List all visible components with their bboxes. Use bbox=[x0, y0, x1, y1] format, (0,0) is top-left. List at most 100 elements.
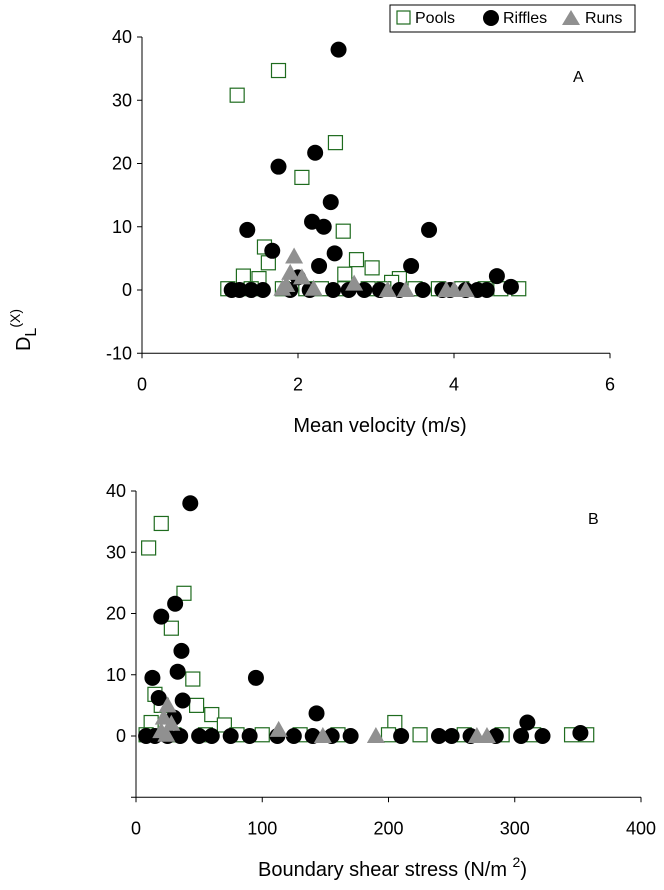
point-pools bbox=[348, 252, 365, 268]
point-riffles bbox=[191, 728, 208, 744]
point-riffles bbox=[173, 642, 190, 659]
legend: Pools Riffles Runs bbox=[389, 4, 636, 33]
y-axis-label-sub: L bbox=[23, 328, 40, 337]
y-tick-label: 30 bbox=[106, 542, 126, 562]
y-tick-label: 20 bbox=[112, 154, 132, 174]
point-riffles bbox=[174, 692, 191, 709]
point-riffles bbox=[247, 669, 264, 686]
point-runs bbox=[396, 281, 415, 297]
x-tick-label: 200 bbox=[373, 818, 403, 838]
point-riffles bbox=[431, 728, 447, 744]
point-riffles bbox=[167, 595, 184, 612]
x-tick-label: 300 bbox=[500, 818, 530, 838]
point-pools bbox=[335, 223, 351, 239]
point-riffles bbox=[443, 728, 460, 744]
point-pools bbox=[294, 169, 310, 186]
point-riffles bbox=[182, 495, 199, 512]
point-pools bbox=[327, 135, 344, 151]
point-riffles bbox=[393, 728, 410, 744]
point-runs bbox=[456, 281, 475, 297]
x-axis-label: Boundary shear stress (N/m 2) bbox=[258, 854, 527, 881]
point-runs bbox=[157, 725, 176, 742]
point-riffles bbox=[172, 728, 189, 744]
point-riffles bbox=[488, 268, 505, 285]
y-axis-label-sup: (X) bbox=[7, 309, 23, 328]
y-axis-label-main: D bbox=[13, 337, 35, 351]
y-tick-label: 0 bbox=[116, 726, 126, 746]
y-axis-label: DL(X) bbox=[7, 309, 40, 351]
point-riffles bbox=[222, 728, 239, 744]
point-riffles bbox=[285, 728, 302, 744]
point-riffles bbox=[231, 282, 248, 298]
point-riffles bbox=[311, 257, 328, 274]
x-axis-label-close: ) bbox=[520, 859, 527, 881]
y-tick-label: 40 bbox=[106, 481, 126, 501]
legend-marker-runs bbox=[562, 10, 580, 25]
x-axis-label-main: Boundary shear stress (N/m bbox=[258, 859, 513, 881]
point-runs bbox=[378, 281, 397, 297]
point-runs bbox=[304, 279, 323, 296]
point-runs bbox=[285, 247, 304, 264]
point-runs bbox=[313, 727, 332, 743]
panel-label: B bbox=[588, 511, 599, 528]
point-riffles bbox=[254, 282, 271, 298]
point-pools bbox=[163, 620, 179, 636]
x-axis-label: Mean velocity (m/s) bbox=[293, 415, 466, 437]
point-runs bbox=[345, 274, 364, 291]
point-riffles bbox=[169, 663, 186, 680]
point-runs bbox=[162, 714, 181, 731]
point-riffles bbox=[572, 724, 589, 741]
point-riffles bbox=[239, 221, 256, 238]
point-riffles bbox=[534, 728, 551, 744]
point-riffles bbox=[519, 714, 536, 731]
point-pools bbox=[229, 87, 245, 103]
legend-label-riffles: Riffles bbox=[503, 10, 547, 27]
point-riffles bbox=[307, 144, 324, 161]
legend-marker-pools bbox=[396, 10, 411, 25]
point-pools bbox=[270, 62, 287, 79]
x-tick-label: 0 bbox=[137, 374, 147, 394]
point-riffles bbox=[414, 282, 431, 298]
point-pools bbox=[141, 540, 157, 556]
point-pools bbox=[235, 268, 251, 284]
point-runs bbox=[292, 268, 311, 285]
x-axis-label-sup: 2 bbox=[513, 854, 521, 870]
point-riffles bbox=[264, 242, 281, 259]
point-riffles bbox=[243, 282, 260, 298]
point-pools bbox=[364, 260, 380, 276]
x-tick-label: 100 bbox=[247, 818, 277, 838]
point-riffles bbox=[308, 705, 325, 722]
point-riffles bbox=[421, 221, 438, 238]
x-tick-label: 6 bbox=[605, 374, 615, 394]
y-tick-label: 40 bbox=[112, 27, 132, 47]
point-runs bbox=[281, 263, 300, 280]
x-tick-label: 400 bbox=[626, 818, 656, 838]
point-riffles bbox=[502, 278, 519, 295]
point-riffles bbox=[403, 257, 420, 274]
legend-marker-riffles bbox=[483, 10, 499, 26]
legend-box bbox=[389, 4, 636, 33]
point-riffles bbox=[241, 728, 258, 744]
point-riffles bbox=[315, 218, 332, 235]
point-riffles bbox=[150, 690, 167, 707]
point-pools bbox=[412, 727, 428, 743]
y-tick-label: 10 bbox=[106, 665, 126, 685]
point-riffles bbox=[325, 282, 342, 298]
point-pools bbox=[189, 697, 205, 713]
panel-label: A bbox=[573, 69, 584, 86]
point-riffles bbox=[326, 245, 343, 262]
point-riffles bbox=[144, 669, 161, 686]
point-riffles bbox=[322, 194, 339, 211]
y-tick-label: 10 bbox=[112, 217, 132, 237]
point-runs bbox=[366, 727, 385, 743]
x-tick-label: 4 bbox=[449, 374, 459, 394]
point-pools bbox=[204, 706, 220, 723]
point-runs bbox=[158, 696, 177, 713]
point-pools bbox=[153, 515, 169, 532]
point-riffles bbox=[342, 728, 359, 744]
legend-label-pools: Pools bbox=[415, 10, 455, 27]
y-tick-label: 0 bbox=[122, 280, 132, 300]
